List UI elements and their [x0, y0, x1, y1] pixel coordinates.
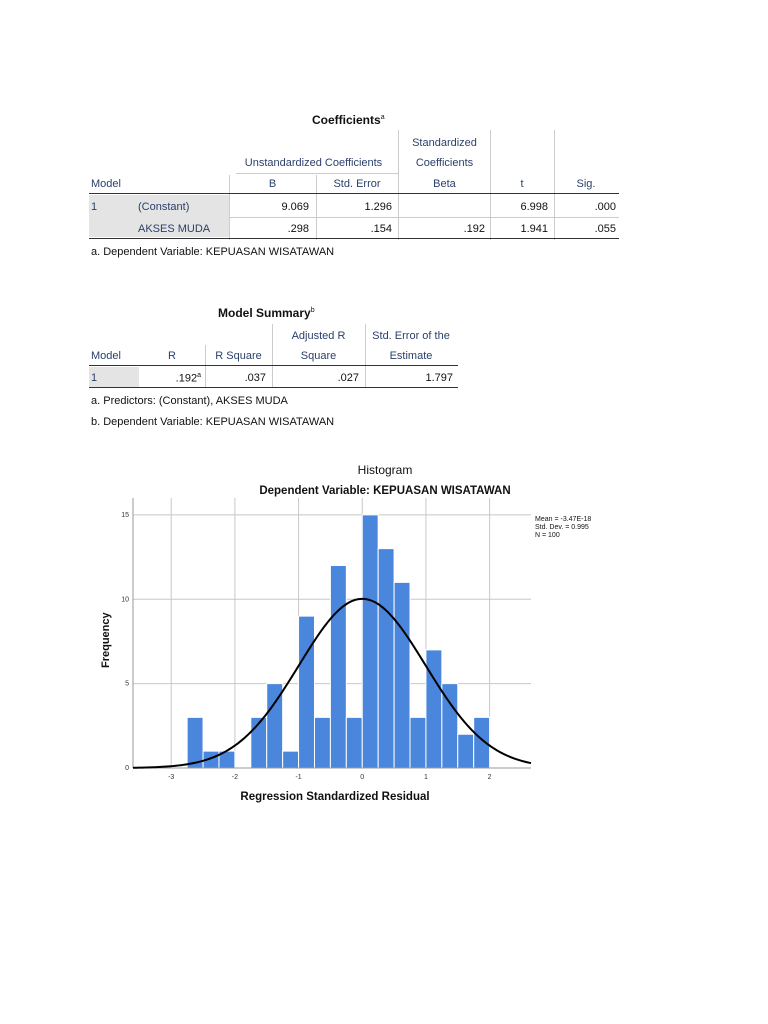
histogram-bar: [345, 716, 363, 769]
legend-n: N = 100: [535, 532, 560, 539]
col-header-estimate: Estimate: [389, 350, 433, 362]
histogram-bar: [298, 615, 315, 769]
divider: [316, 175, 317, 240]
col-header-r: R: [168, 350, 176, 362]
col-header-sig: Sig.: [576, 178, 596, 190]
divider: [229, 217, 619, 218]
footnote: a. Predictors: (Constant), AKSES MUDA: [91, 395, 288, 407]
y-tick-label: 5: [125, 681, 129, 688]
divider: [89, 193, 619, 194]
y-tick-label: 15: [121, 512, 129, 519]
cell-sig: .000: [594, 201, 616, 213]
col-header-model: Model: [91, 178, 121, 190]
model-number: 1: [91, 201, 98, 213]
chart-subtitle: Dependent Variable: KEPUASAN WISATAWAN: [259, 485, 511, 497]
cell-sig: .055: [594, 223, 616, 235]
histogram-bar: [377, 548, 395, 769]
cell-b: .298: [287, 223, 309, 235]
cell-beta: .192: [463, 223, 485, 235]
footnote: b. Dependent Variable: KEPUASAN WISATAWA…: [91, 416, 335, 428]
normal-curve: [132, 597, 532, 769]
col-header-std-error: Std. Error: [333, 178, 381, 190]
col-header-standardized: Standardized: [412, 137, 477, 149]
divider: [272, 324, 273, 388]
divider: [490, 130, 491, 240]
histogram-bar: [425, 649, 443, 769]
col-header-std-error-estimate: Std. Error of the: [372, 330, 450, 342]
cell-std-error: 1.296: [364, 201, 392, 213]
histogram-bar: [361, 514, 379, 769]
row-label-background: [89, 195, 229, 237]
divider: [236, 173, 398, 174]
row-label: AKSES MUDA: [138, 223, 211, 235]
model-number: 1: [91, 372, 98, 384]
chart-legend: Mean = -3.47E-18 Std. Dev. = 0.995 N = 1…: [535, 516, 591, 540]
divider: [89, 365, 458, 366]
divider: [89, 387, 458, 388]
col-header-r-square: R Square: [215, 350, 262, 362]
footnote: a. Dependent Variable: KEPUASAN WISATAWA…: [91, 246, 335, 258]
histogram-bar: [329, 565, 347, 769]
histogram-bar: [282, 750, 300, 769]
cell-std-error-estimate: 1.797: [425, 372, 453, 384]
histogram-bar: [457, 733, 475, 769]
histogram-bar: [409, 716, 427, 769]
divider: [365, 324, 366, 388]
chart-title: Histogram: [357, 463, 413, 477]
x-axis-label: Regression Standardized Residual: [240, 791, 430, 803]
legend-std-dev: Std. Dev. = 0.995: [535, 524, 589, 531]
cell-t: 6.998: [520, 201, 548, 213]
divider: [89, 238, 619, 239]
divider: [398, 130, 399, 240]
x-tick-label: 0: [360, 774, 364, 781]
row-label: (Constant): [138, 201, 190, 213]
col-header-square: Square: [300, 350, 337, 362]
model-summary-title: Model Summaryb: [218, 306, 315, 320]
cell-adjusted-r-square: .027: [337, 372, 359, 384]
divider: [229, 175, 230, 240]
col-header-beta: Beta: [433, 178, 456, 190]
x-tick-label: -1: [295, 774, 301, 781]
x-tick-label: -2: [232, 774, 238, 781]
col-header-model: Model: [91, 350, 121, 362]
col-header-unstandardized: Unstandardized Coefficients: [244, 157, 383, 169]
col-header-b: B: [268, 178, 277, 190]
cell-t: 1.941: [520, 223, 548, 235]
cell-b: 9.069: [281, 201, 309, 213]
cell-r-square: .037: [244, 372, 266, 384]
histogram-bar: [393, 581, 411, 769]
divider: [554, 130, 555, 240]
x-tick-label: 2: [488, 774, 492, 781]
coefficients-title: Coefficientsa: [312, 113, 385, 127]
row-label-background: [89, 367, 139, 387]
histogram-bar: [186, 716, 204, 769]
histogram-bar: [250, 716, 268, 769]
x-tick-label: 1: [424, 774, 428, 781]
divider: [205, 345, 206, 388]
cell-std-error: .154: [370, 223, 392, 235]
legend-mean: Mean = -3.47E-18: [535, 516, 592, 523]
col-header-t: t: [520, 178, 524, 190]
cell-r: .192a: [175, 372, 201, 385]
col-header-coefficients: Coefficients: [415, 157, 474, 169]
histogram-bar: [313, 716, 331, 769]
x-tick-label: -3: [168, 774, 174, 781]
col-header-adjusted: Adjusted R: [291, 330, 346, 342]
y-tick-label: 0: [125, 765, 129, 772]
y-tick-label: 10: [121, 596, 129, 603]
